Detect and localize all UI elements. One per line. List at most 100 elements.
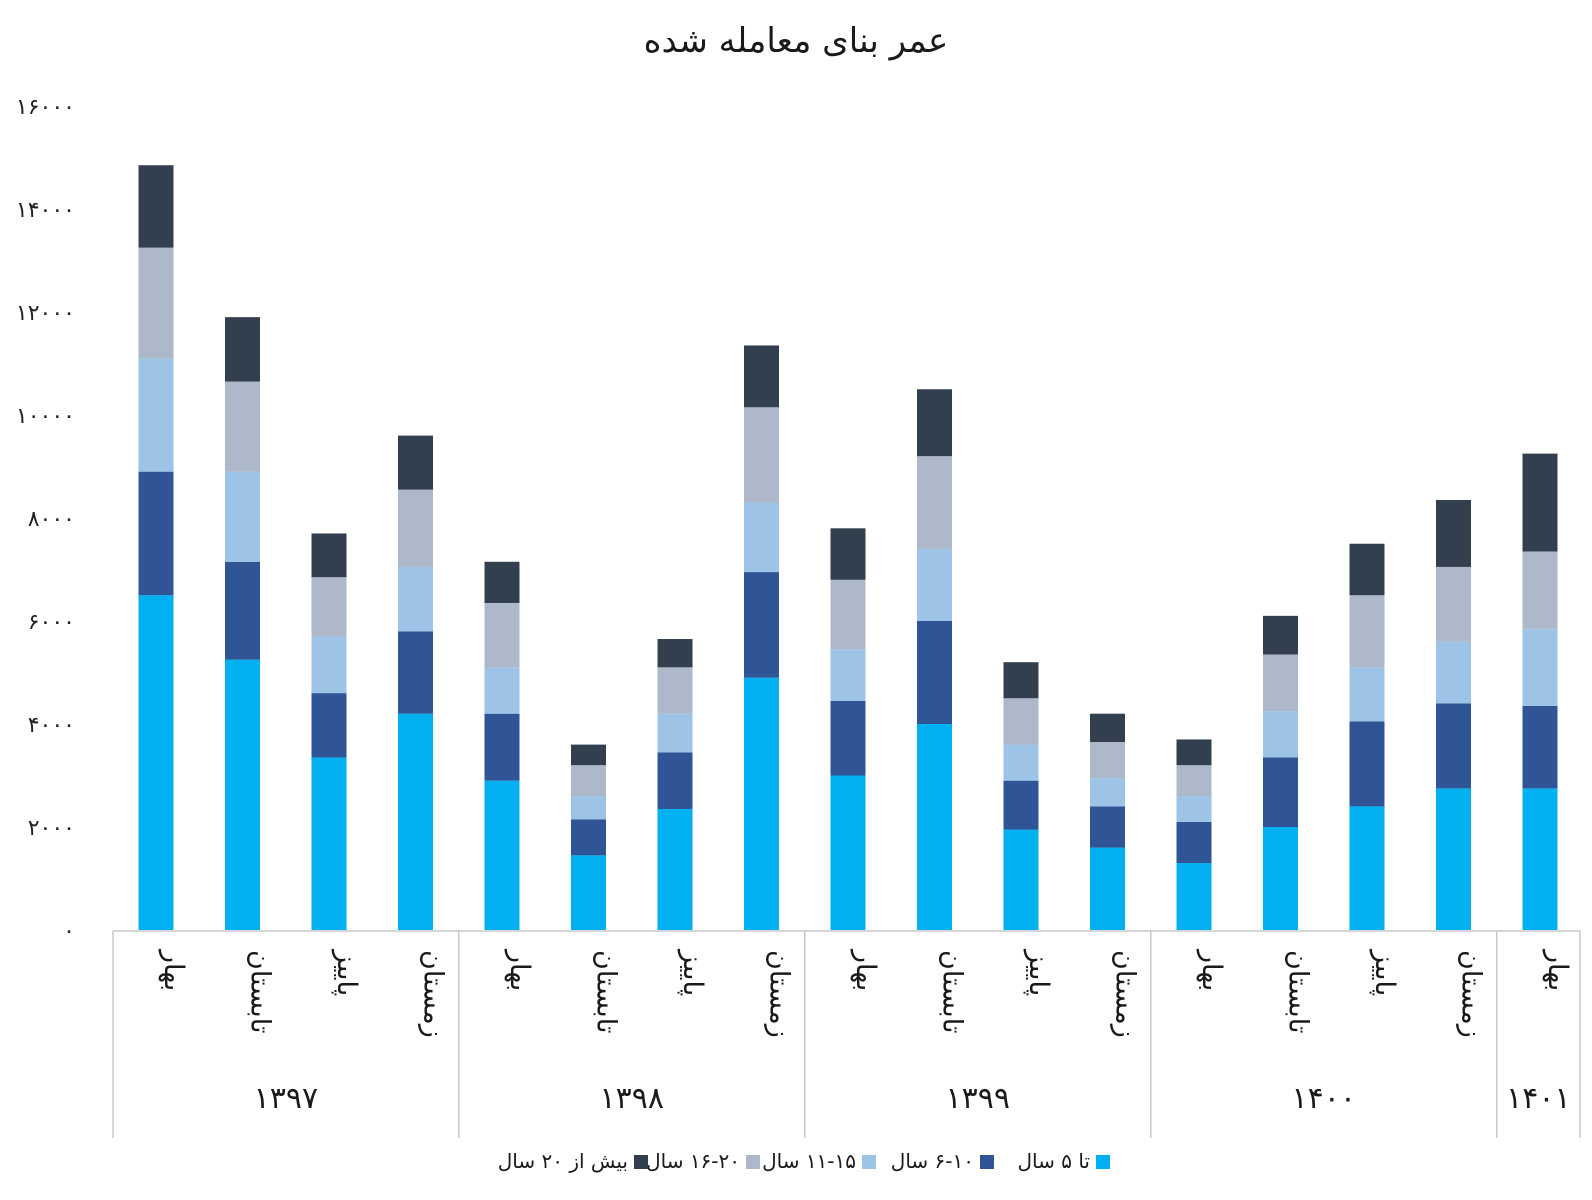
bar-segment	[1349, 595, 1385, 668]
year-label: ۱۴۰۰	[1292, 1081, 1356, 1116]
bar-segment	[138, 471, 174, 596]
bar-segment	[1176, 796, 1212, 822]
bars	[138, 165, 1558, 930]
category-label: زمستان	[1110, 950, 1141, 1038]
y-tick-label: ۱۴۰۰۰	[16, 198, 75, 223]
legend-swatch	[634, 1155, 648, 1169]
bar-segment	[1522, 628, 1558, 706]
bar-segment	[657, 667, 693, 714]
bar-segment	[917, 389, 952, 457]
bar-segment	[398, 631, 433, 714]
bar-segment	[830, 700, 866, 776]
category-label: پاییز	[677, 948, 708, 996]
bar-segment	[311, 533, 347, 578]
bar-segment	[744, 407, 779, 503]
bar-segment	[744, 502, 779, 573]
bar-segment	[225, 561, 260, 660]
bar-segment	[1090, 847, 1125, 930]
bar-segment	[1090, 778, 1125, 807]
bar-segment	[1522, 705, 1558, 789]
legend-swatch	[862, 1155, 876, 1169]
bar-segment	[917, 548, 952, 621]
bar-segment	[311, 636, 347, 694]
category-label: زمستان	[764, 950, 795, 1038]
y-tick-label: ۸۰۰۰	[28, 507, 75, 532]
bar-segment	[1263, 827, 1298, 930]
category-label: تابستان	[937, 950, 968, 1034]
legend-label: ۱۶-۲۰ سال	[646, 1149, 740, 1173]
bar-segment	[1263, 615, 1298, 655]
bar-segment	[917, 724, 952, 930]
y-tick-label: ۲۰۰۰	[28, 816, 75, 841]
bar-segment	[571, 819, 606, 856]
bar-segment	[744, 572, 779, 678]
bar-segment	[1176, 821, 1212, 864]
bar-segment	[1522, 453, 1558, 552]
bar-segment	[917, 621, 952, 724]
bar-segment	[1436, 499, 1471, 567]
bar-segment	[1090, 713, 1125, 743]
bar-segment	[138, 165, 174, 248]
bar-segment	[571, 855, 606, 930]
bar-segment	[1003, 698, 1039, 745]
legend-swatch	[980, 1155, 994, 1169]
bar-segment	[571, 796, 606, 820]
bar-segment	[398, 713, 433, 930]
bar-segment	[1349, 667, 1385, 722]
year-label: ۱۴۰۱	[1506, 1081, 1570, 1116]
category-label: بهار	[1196, 948, 1227, 991]
bar-segment	[398, 489, 433, 567]
bar-segment	[225, 471, 260, 562]
year-label: ۱۳۹۸	[600, 1081, 664, 1116]
bar-segment	[1349, 806, 1385, 930]
category-label: تابستان	[1283, 950, 1314, 1034]
bar-segment	[744, 677, 779, 930]
legend-label: بیش از ۲۰ سال	[498, 1149, 628, 1173]
bar-segment	[484, 602, 520, 668]
bar-segment	[484, 713, 520, 781]
y-tick-label: ۶۰۰۰	[28, 610, 75, 635]
category-label: بهار	[850, 948, 881, 991]
bar-segment	[1349, 543, 1385, 596]
bar-segment	[657, 713, 693, 753]
bar-segment	[1522, 788, 1558, 930]
bar-segment	[1003, 780, 1039, 830]
bar-segment	[1436, 641, 1471, 704]
bar-segment	[1436, 703, 1471, 789]
bar-segment	[1436, 566, 1471, 642]
bar-segment	[1436, 788, 1471, 930]
bar-segment	[830, 579, 866, 650]
y-tick-label: ۱۰۰۰۰	[16, 404, 75, 429]
bar-segment	[225, 659, 260, 930]
bar-segment	[311, 757, 347, 930]
bar-segment	[225, 317, 260, 382]
bar-segment	[484, 667, 520, 714]
y-tick-label: ۱۶۰۰۰	[16, 95, 75, 120]
category-label: پاییز	[1369, 948, 1400, 996]
bar-segment	[830, 649, 866, 701]
y-tick-label: ۰	[63, 919, 75, 944]
x-axis: ۱۳۹۷ ۱۳۹۸ ۱۳۹۹ ۱۴۰۰ ۱۴۰۱ بهار تابستان پاییز زمست…	[112, 930, 1581, 1138]
bar-segment	[830, 775, 866, 930]
category-label: بهار	[504, 948, 535, 991]
bar-segment	[1003, 662, 1039, 699]
bar-segment	[657, 752, 693, 809]
y-tick-label: ۴۰۰۰	[28, 713, 75, 738]
bar-segment	[1003, 744, 1039, 781]
category-label: بهار	[1542, 948, 1573, 991]
legend-swatch	[746, 1155, 760, 1169]
bar-segment	[1522, 551, 1558, 629]
bar-segment	[484, 561, 520, 603]
bar-segment	[657, 808, 693, 930]
bar-segment	[311, 577, 347, 637]
bar-segment	[138, 247, 174, 359]
bar-segment	[744, 345, 779, 408]
category-label: پاییز	[331, 948, 362, 996]
legend: تا ۵ سال ۶-۱۰ سال ۱۱-۱۵ سال ۱۶-۲۰ سال بیش از…	[498, 1149, 1110, 1173]
bar-segment	[1349, 721, 1385, 807]
bar-segment	[484, 780, 520, 930]
y-tick-label: ۱۲۰۰۰	[16, 301, 75, 326]
bar-segment	[138, 358, 174, 472]
legend-label: ۱۱-۱۵ سال	[762, 1149, 856, 1173]
bar-segment	[1263, 711, 1298, 758]
